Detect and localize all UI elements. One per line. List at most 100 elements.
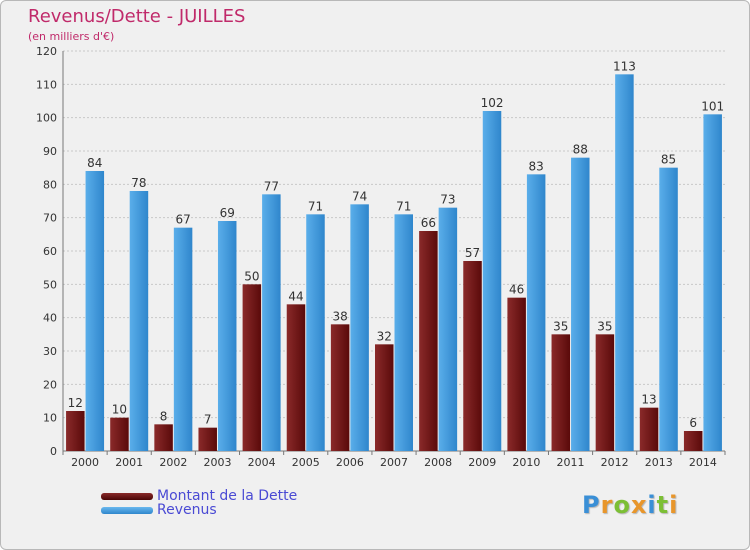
x-tick-label: 2009 <box>468 456 496 469</box>
x-tick-label: 2014 <box>689 456 717 469</box>
data-label: 13 <box>641 393 656 407</box>
y-tick-label: 0 <box>50 445 57 458</box>
data-label: 10 <box>112 403 127 417</box>
data-label: 69 <box>220 206 235 220</box>
y-tick-label: 70 <box>43 212 57 225</box>
y-tick-label: 100 <box>36 112 57 125</box>
data-label: 66 <box>421 216 436 230</box>
data-label: 57 <box>465 246 480 260</box>
y-tick-label: 10 <box>43 412 57 425</box>
logo-letter: t <box>656 491 670 519</box>
data-label: 67 <box>175 213 190 227</box>
y-tick-label: 20 <box>43 378 57 391</box>
data-label: 38 <box>332 309 347 323</box>
x-tick-label: 2011 <box>557 456 585 469</box>
proxiti-logo: Proxiti <box>582 491 678 519</box>
x-tick-label: 2013 <box>645 456 673 469</box>
data-label: 44 <box>288 289 303 303</box>
bar-dette <box>639 407 659 451</box>
bar-dette <box>419 231 438 451</box>
bar-revenus <box>306 214 325 451</box>
logo-letter: P <box>582 491 601 519</box>
legend-item-revenus: Revenus <box>101 502 217 518</box>
bar-revenus <box>129 191 149 451</box>
legend-label-dette: Montant de la Dette <box>157 488 298 504</box>
x-tick-label: 2001 <box>115 456 143 469</box>
bar-revenus <box>173 227 193 451</box>
plot-area <box>63 51 725 451</box>
y-tick-label: 80 <box>43 178 57 191</box>
bar-revenus <box>482 111 502 451</box>
logo-letter: i <box>647 491 657 519</box>
data-label: 71 <box>308 199 323 213</box>
bar-dette <box>507 297 526 451</box>
logo-letter: o <box>613 491 631 519</box>
bar-dette <box>154 424 173 451</box>
y-tick-label: 40 <box>43 312 57 325</box>
bar-revenus <box>571 157 590 451</box>
x-tick-label: 2004 <box>248 456 276 469</box>
bar-revenus <box>85 171 105 451</box>
bar-dette <box>286 304 306 451</box>
bar-dette <box>242 284 262 451</box>
legend-swatch-dette <box>101 492 153 500</box>
x-tick-label: 2003 <box>203 456 231 469</box>
data-label: 78 <box>131 176 146 190</box>
data-label: 113 <box>613 59 636 73</box>
bar-revenus <box>659 167 678 451</box>
data-label: 77 <box>264 179 279 193</box>
bar-dette <box>66 411 85 451</box>
bar-dette <box>375 344 394 451</box>
legend-swatch-revenus <box>101 506 153 514</box>
x-tick-label: 2006 <box>336 456 364 469</box>
bar-revenus <box>438 207 458 451</box>
chart-title: Revenus/Dette - JUILLES <box>28 6 246 27</box>
x-tick-label: 2000 <box>71 456 99 469</box>
data-label: 73 <box>440 193 455 207</box>
data-label: 101 <box>701 99 724 113</box>
data-label: 50 <box>244 269 259 283</box>
bar-dette <box>198 427 217 451</box>
y-tick-label: 60 <box>43 245 57 258</box>
bar-dette <box>110 417 129 451</box>
logo-letter: x <box>630 491 648 519</box>
bar-revenus <box>615 74 634 451</box>
bar-dette <box>330 324 350 451</box>
data-label: 6 <box>689 416 697 430</box>
x-tick-label: 2002 <box>159 456 187 469</box>
y-tick-label: 90 <box>43 145 57 158</box>
data-label: 8 <box>160 409 168 423</box>
bar-revenus <box>394 214 413 451</box>
data-label: 32 <box>377 329 392 343</box>
data-label: 84 <box>87 156 102 170</box>
bar-revenus <box>350 204 369 451</box>
y-tick-label: 50 <box>43 278 57 291</box>
y-tick-label: 110 <box>36 78 57 91</box>
data-label: 74 <box>352 189 367 203</box>
x-tick-label: 2008 <box>424 456 452 469</box>
logo-letter: r <box>600 491 614 519</box>
data-label: 46 <box>509 283 524 297</box>
data-label: 85 <box>661 153 676 167</box>
data-label: 12 <box>68 396 83 410</box>
bar-revenus <box>703 114 722 451</box>
y-tick-label: 120 <box>36 45 57 58</box>
bar-revenus <box>217 221 237 451</box>
bar-dette <box>551 334 571 451</box>
x-tick-label: 2007 <box>380 456 408 469</box>
legend-item-dette: Montant de la Dette <box>101 488 297 504</box>
legend-label-revenus: Revenus <box>157 502 217 518</box>
data-label: 88 <box>573 143 588 157</box>
bar-dette <box>683 431 703 451</box>
logo-letter: i <box>669 491 679 519</box>
bar-dette <box>463 261 482 451</box>
bar-revenus <box>262 194 281 452</box>
data-label: 7 <box>204 413 212 427</box>
data-label: 102 <box>481 96 504 110</box>
data-label: 71 <box>396 199 411 213</box>
data-label: 35 <box>553 319 568 333</box>
data-label: 83 <box>529 159 544 173</box>
x-tick-label: 2010 <box>512 456 540 469</box>
